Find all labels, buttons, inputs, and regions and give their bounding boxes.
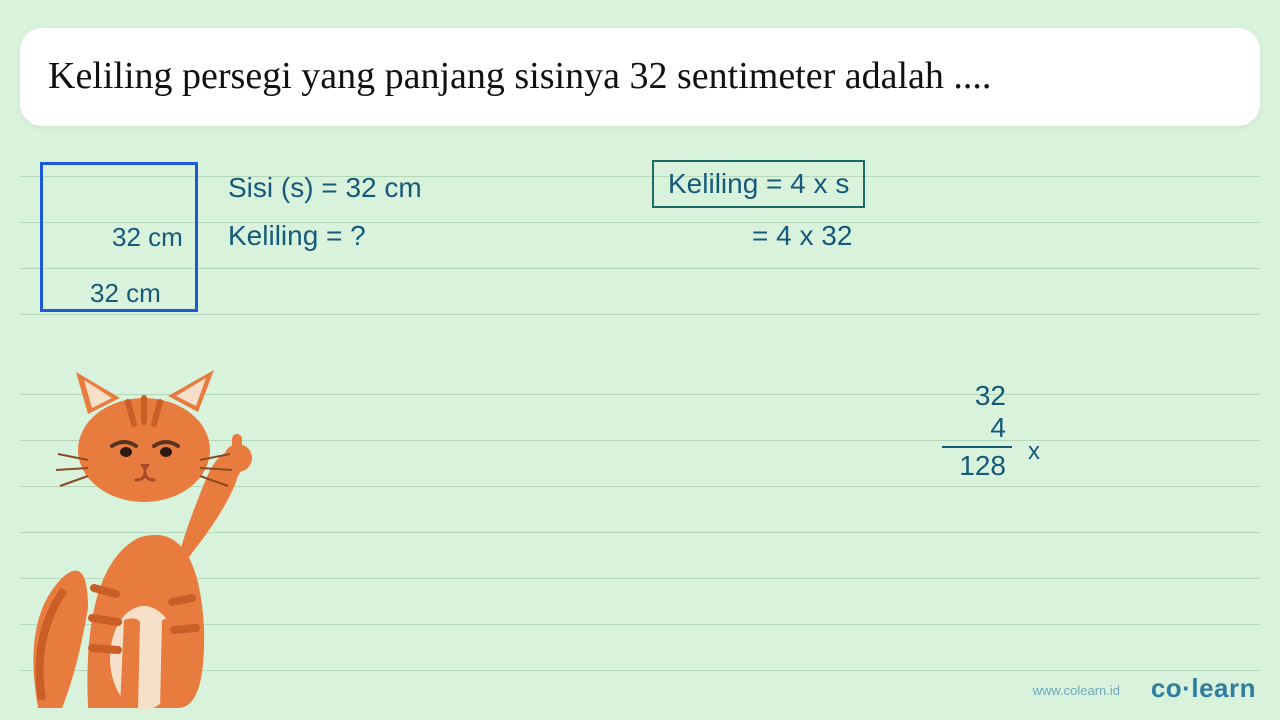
- brand-left: co: [1151, 673, 1182, 703]
- rule-line: [20, 268, 1260, 269]
- brand-right: learn: [1191, 673, 1256, 703]
- formula-step1: = 4 x 32: [752, 220, 852, 252]
- rule-line: [20, 222, 1260, 223]
- multiplication-work: 32 4 128 x: [922, 380, 1012, 482]
- square-side-label-right: 32 cm: [112, 222, 183, 253]
- cat-mascot-icon: [28, 368, 258, 718]
- rule-line: [20, 176, 1260, 177]
- mult-result: 128: [922, 450, 1012, 482]
- given-side: Sisi (s) = 32 cm: [228, 172, 422, 204]
- given-question: Keliling = ?: [228, 220, 366, 252]
- question-text: Keliling persegi yang panjang sisinya 32…: [48, 55, 991, 97]
- brand-logo: co·learn: [1151, 673, 1256, 704]
- rule-line: [20, 314, 1260, 315]
- mult-bar: [942, 446, 1012, 448]
- mult-bottom: 4: [922, 412, 1012, 444]
- formula-box: Keliling = 4 x s: [652, 160, 865, 208]
- square-side-label-bottom: 32 cm: [90, 278, 161, 309]
- mult-top: 32: [922, 380, 1012, 412]
- brand-dot: ·: [1182, 673, 1191, 703]
- formula-text: Keliling = 4 x s: [668, 168, 849, 199]
- site-url: www.colearn.id: [1033, 683, 1120, 698]
- mult-operator: x: [1028, 438, 1040, 466]
- question-card: Keliling persegi yang panjang sisinya 32…: [20, 28, 1260, 126]
